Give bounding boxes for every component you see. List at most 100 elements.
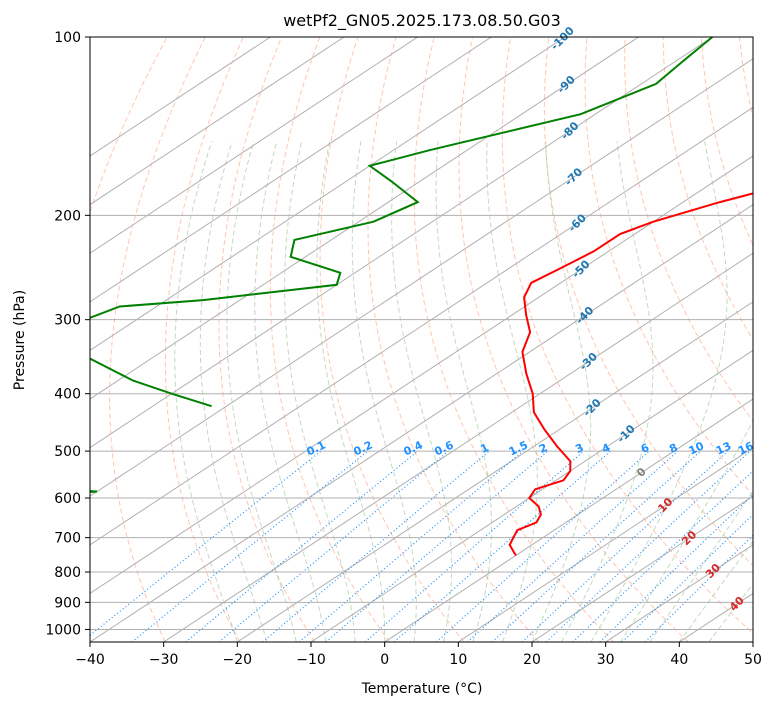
- mixing-ratio-line: [572, 470, 753, 642]
- mixing-ratio-label: 13: [714, 439, 733, 457]
- mixing-ratio-line: [298, 450, 524, 642]
- dry-adiabat-line: [700, 37, 753, 247]
- mixing-ratio-line: [435, 450, 650, 642]
- y-tick-label: 800: [54, 565, 81, 581]
- mixing-ratio-line: [393, 450, 611, 642]
- mixing-ratio-label: 0.1: [305, 438, 328, 458]
- isotherm-label: 30: [703, 561, 723, 581]
- mixing-ratio-label: 0.6: [432, 438, 455, 458]
- isotherm-line: [90, 37, 639, 400]
- mixing-ratio-label: 10: [687, 439, 707, 457]
- x-tick-label: 30: [597, 652, 615, 668]
- isotherm-line: [605, 544, 753, 642]
- isotherm-line: [237, 301, 753, 642]
- y-tick-label: 900: [54, 595, 81, 611]
- moist-adiabat-line: [199, 141, 268, 642]
- isotherm-line: [90, 37, 566, 351]
- x-tick-label: −10: [296, 652, 326, 668]
- background-lines: [90, 37, 753, 642]
- mixing-ratio-label: 3: [573, 441, 585, 456]
- y-tick-label: 600: [54, 491, 81, 507]
- x-tick-label: 10: [449, 652, 467, 668]
- mixing-ratio-label: 1: [478, 441, 490, 456]
- x-tick-label: −30: [149, 652, 179, 668]
- x-tick-label: 50: [744, 652, 762, 668]
- plot-frame: [89, 36, 754, 643]
- mixing-ratio-line: [90, 450, 322, 637]
- x-tick-label: 0: [380, 652, 389, 668]
- mixing-ratio-line: [644, 534, 753, 642]
- y-tick-label: 100: [54, 30, 81, 46]
- moist-adiabat-line: [619, 419, 753, 642]
- isotherm-line: [90, 37, 418, 254]
- dewpoint-profile-line: [90, 490, 98, 493]
- moist-adiabat-line: [391, 141, 453, 642]
- isotherm-line: [163, 252, 753, 642]
- y-axis-title: Pressure (hPa): [12, 290, 28, 390]
- y-tick-label: 500: [54, 444, 81, 460]
- x-tick-label: 20: [523, 652, 541, 668]
- dry-adiabat-line: [319, 37, 465, 642]
- moist-adiabat-line: [435, 141, 492, 642]
- isotherm-label: -60: [566, 211, 589, 234]
- isotherm-line: [531, 495, 753, 642]
- dry-adiabat-line: [90, 37, 168, 642]
- mixing-ratio-label: 0.4: [402, 438, 425, 458]
- dewpoint-profile-line: [90, 37, 714, 408]
- mixing-ratio-label: 16: [736, 439, 756, 457]
- isotherm-label: -90: [555, 73, 578, 96]
- mixing-ratio-label: 0.2: [351, 438, 374, 458]
- mixing-ratio-line: [521, 450, 729, 642]
- isotherm-line: [90, 37, 271, 157]
- x-tick-label: −40: [75, 652, 105, 668]
- mixing-ratio-line: [467, 450, 679, 642]
- mixing-ratio-line: [218, 450, 449, 642]
- dry-adiabat-line: [413, 37, 614, 642]
- isotherm-label: 0: [634, 465, 649, 480]
- chart-title: wetPf2_GN05.2025.173.08.50.G03: [283, 11, 561, 31]
- y-tick-label: 300: [54, 313, 81, 329]
- isotherm-label: -10: [615, 422, 638, 445]
- isotherm-line: [384, 398, 753, 642]
- dry-adiabat-line: [584, 37, 753, 497]
- isotherm-line: [310, 349, 753, 642]
- x-axis-ticks: −40 −30 −20 −10 0 10 20 30 40 50: [75, 642, 762, 668]
- isotherm-line: [90, 37, 345, 206]
- mixing-ratio-label: 1.5: [507, 438, 530, 458]
- isotherm-line: [752, 641, 753, 642]
- x-tick-label: −20: [223, 652, 253, 668]
- mixing-ratio-label: 4: [600, 441, 613, 456]
- isotherm-line: [90, 37, 713, 449]
- isotherm-line: [90, 37, 492, 303]
- y-tick-label: 400: [54, 387, 81, 403]
- mixing-ratio-line: [131, 450, 369, 642]
- y-axis-ticks: 100 200 300 400 500 600 700 800 900 1000: [45, 30, 90, 638]
- moist-adiabat-line: [486, 141, 538, 642]
- mixing-ratio-line: [364, 450, 585, 642]
- dry-adiabat-line: [458, 37, 689, 642]
- mixing-ratio-line: [491, 450, 702, 642]
- moist-adiabat-line: [284, 141, 356, 642]
- isotherm-line: [90, 106, 753, 546]
- x-axis-title: Temperature (°C): [361, 681, 483, 697]
- moist-adiabat-line: [254, 141, 327, 642]
- temperature-profile-line: [508, 192, 753, 556]
- x-tick-label: 40: [670, 652, 688, 668]
- isotherm-label: -80: [558, 119, 581, 142]
- pressure-gridlines: [90, 36, 753, 630]
- mixing-ratio-line: [599, 493, 753, 642]
- isotherm-line: [90, 58, 753, 497]
- dry-adiabat-line: [164, 37, 244, 642]
- y-tick-label: 1000: [45, 622, 81, 638]
- mixing-ratio-label: 2: [537, 441, 549, 456]
- dry-adiabat-line: [739, 37, 753, 120]
- y-tick-label: 200: [54, 208, 81, 224]
- dry-adiabat-line: [543, 37, 753, 567]
- isotherm-label: -30: [577, 350, 600, 373]
- isotherm-label: -70: [562, 165, 585, 188]
- dry-adiabat-line: [218, 37, 316, 642]
- isotherm-line: [90, 203, 753, 642]
- dry-adiabat-line: [269, 37, 390, 642]
